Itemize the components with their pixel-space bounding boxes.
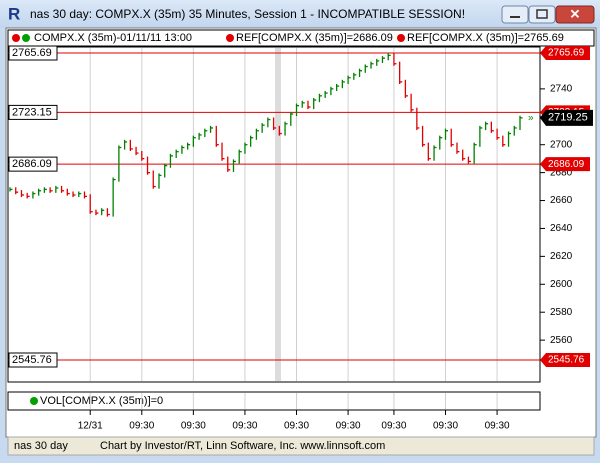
close-button[interactable] [555, 5, 595, 24]
legend-symbol: COMPX.X (35m)-01/11/11 13:00 [34, 32, 192, 44]
ref-label-box [8, 104, 58, 120]
ref-tag [540, 157, 590, 172]
ref-label-box [8, 156, 58, 172]
status-bar [7, 436, 595, 456]
x-tick-label: 12/31 [78, 421, 103, 432]
last-arrow: » [528, 112, 534, 123]
x-tick-label: 09:30 [485, 421, 510, 432]
plot-area [7, 46, 541, 383]
legend-dot [12, 34, 20, 42]
status-right: Chart by Investor/RT, Linn Software, Inc… [100, 440, 385, 452]
legend-dot [30, 397, 38, 405]
x-tick-label: 09:30 [129, 421, 154, 432]
ref-label: 2686.09 [12, 158, 52, 170]
legend-dot [22, 34, 30, 42]
window-title: nas 30 day: COMPX.X (35m) 35 Minutes, Se… [30, 7, 465, 21]
ref-tag-label: 2545.76 [548, 355, 585, 366]
maximize-button[interactable] [528, 5, 556, 24]
x-tick-label: 09:30 [181, 421, 206, 432]
ref-label-box [8, 45, 58, 61]
y-tick-label: 2640 [550, 223, 573, 234]
legend-ref: REF[COMPX.X (35m)]=2765.69 [407, 32, 564, 44]
y-tick-label: 2560 [550, 335, 573, 346]
x-tick-label: 09:30 [433, 421, 458, 432]
x-tick-label: 09:30 [232, 421, 257, 432]
ref-tag [540, 46, 590, 61]
y-tick-label: 2680 [550, 167, 573, 178]
volume-pane [7, 391, 541, 411]
close-icon: ✕ [570, 6, 581, 21]
minimize-button[interactable] [501, 5, 529, 24]
y-tick-label: 2660 [550, 195, 573, 206]
legend-ref: REF[COMPX.X (35m)]=2686.09 [236, 32, 393, 44]
y-tick-label: 2740 [550, 84, 573, 95]
y-tick-label: 2620 [550, 251, 573, 262]
legend-bar [7, 29, 595, 47]
legend-dot [226, 34, 234, 42]
x-tick-label: 09:30 [336, 421, 361, 432]
y-tick-label: 2700 [550, 139, 573, 150]
y-tick-label: 2580 [550, 307, 573, 318]
app-icon: R [8, 4, 20, 23]
y-tick-label: 2600 [550, 279, 573, 290]
ref-label: 2723.15 [12, 106, 52, 118]
x-tick-label: 09:30 [284, 421, 309, 432]
legend-dot [397, 34, 405, 42]
ref-tag-label: 2765.69 [548, 48, 585, 59]
ref-label-box [8, 352, 58, 368]
ref-label: 2765.69 [12, 47, 52, 59]
title-bar [0, 0, 600, 28]
last-tag-label: 2719.25 [548, 112, 588, 124]
ref-tag-label: 2686.09 [548, 159, 585, 170]
maximize-icon [536, 9, 548, 19]
session-break [275, 48, 281, 381]
x-tick-label: 09:30 [381, 421, 406, 432]
ref-tag [540, 353, 590, 368]
last-tag [540, 109, 593, 126]
status-left: nas 30 day [14, 440, 68, 452]
volume-label: VOL[COMPX.X (35m)]=0 [40, 395, 163, 407]
ref-label: 2545.76 [12, 354, 52, 366]
